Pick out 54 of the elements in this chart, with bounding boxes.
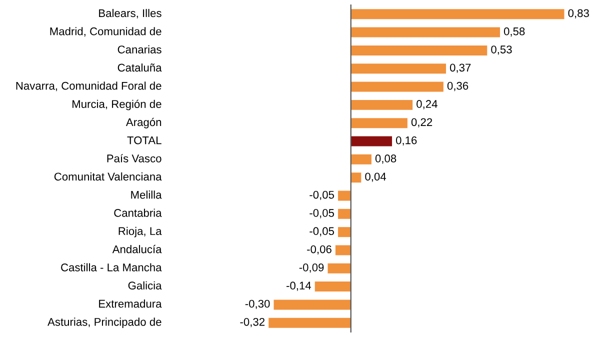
bar bbox=[338, 227, 351, 238]
y-tick-label: Comunitat Valenciana bbox=[54, 172, 162, 181]
y-tick-label: Asturias, Principado de bbox=[48, 318, 162, 328]
bar bbox=[350, 172, 362, 183]
data-label: 0,08 bbox=[375, 154, 396, 164]
y-tick-label: Andalucía bbox=[112, 244, 162, 254]
data-label: 0,58 bbox=[504, 27, 525, 37]
y-tick-label: Rioja, La bbox=[118, 226, 162, 238]
bar bbox=[328, 263, 351, 274]
data-label: -0,05 bbox=[310, 209, 334, 218]
bar bbox=[350, 82, 444, 92]
y-tick-label: Madrid, Comunidad de bbox=[50, 27, 162, 37]
y-tick-label: Navarra, Comunidad Foral de bbox=[16, 82, 162, 92]
bar bbox=[274, 300, 351, 310]
bar bbox=[268, 318, 351, 328]
data-label: -0,05 bbox=[310, 227, 334, 236]
y-tick-label: Balears, Illes bbox=[99, 8, 162, 18]
y-tick-label: Castilla - La Mancha bbox=[61, 263, 162, 272]
y-tick-label: TOTAL bbox=[127, 136, 162, 144]
data-label: -0,32 bbox=[240, 318, 265, 328]
y-tick-label: Murcia, Región de bbox=[72, 100, 162, 110]
bar bbox=[335, 245, 351, 256]
bar bbox=[350, 118, 408, 128]
bar bbox=[350, 154, 372, 164]
y-tick-label: Extremadura bbox=[99, 300, 162, 308]
data-label: 0,04 bbox=[365, 172, 386, 182]
bar bbox=[314, 282, 351, 292]
y-tick-label: Galicia bbox=[128, 281, 162, 290]
y-tick-label: Cataluña bbox=[118, 63, 162, 72]
data-label: -0,30 bbox=[245, 300, 270, 309]
data-label: -0,09 bbox=[299, 264, 324, 273]
bar bbox=[350, 9, 564, 20]
y-tick-label: Melilla bbox=[131, 190, 162, 199]
bar bbox=[350, 100, 413, 110]
bar bbox=[350, 45, 488, 56]
data-label: -0,14 bbox=[286, 282, 312, 291]
data-label: 0,37 bbox=[450, 64, 471, 73]
y-tick-label: Cantabria bbox=[114, 208, 162, 217]
y-tick-label: País Vasco bbox=[107, 154, 162, 162]
y-tick-label: Canarias bbox=[118, 45, 162, 54]
data-label: 0,53 bbox=[491, 46, 512, 55]
bar bbox=[338, 190, 351, 201]
data-label: 0,36 bbox=[447, 82, 468, 92]
bar bbox=[338, 208, 351, 219]
data-label: 0,22 bbox=[411, 118, 432, 128]
bar bbox=[350, 136, 392, 146]
data-label: -0,05 bbox=[310, 190, 334, 200]
data-label: 0,16 bbox=[396, 136, 417, 146]
data-label: -0,06 bbox=[307, 245, 332, 255]
y-tick-label: Aragón bbox=[126, 118, 162, 128]
bar bbox=[350, 27, 500, 38]
data-label: 0,24 bbox=[416, 100, 438, 110]
bar bbox=[350, 64, 446, 74]
data-label: 0,83 bbox=[568, 9, 589, 18]
